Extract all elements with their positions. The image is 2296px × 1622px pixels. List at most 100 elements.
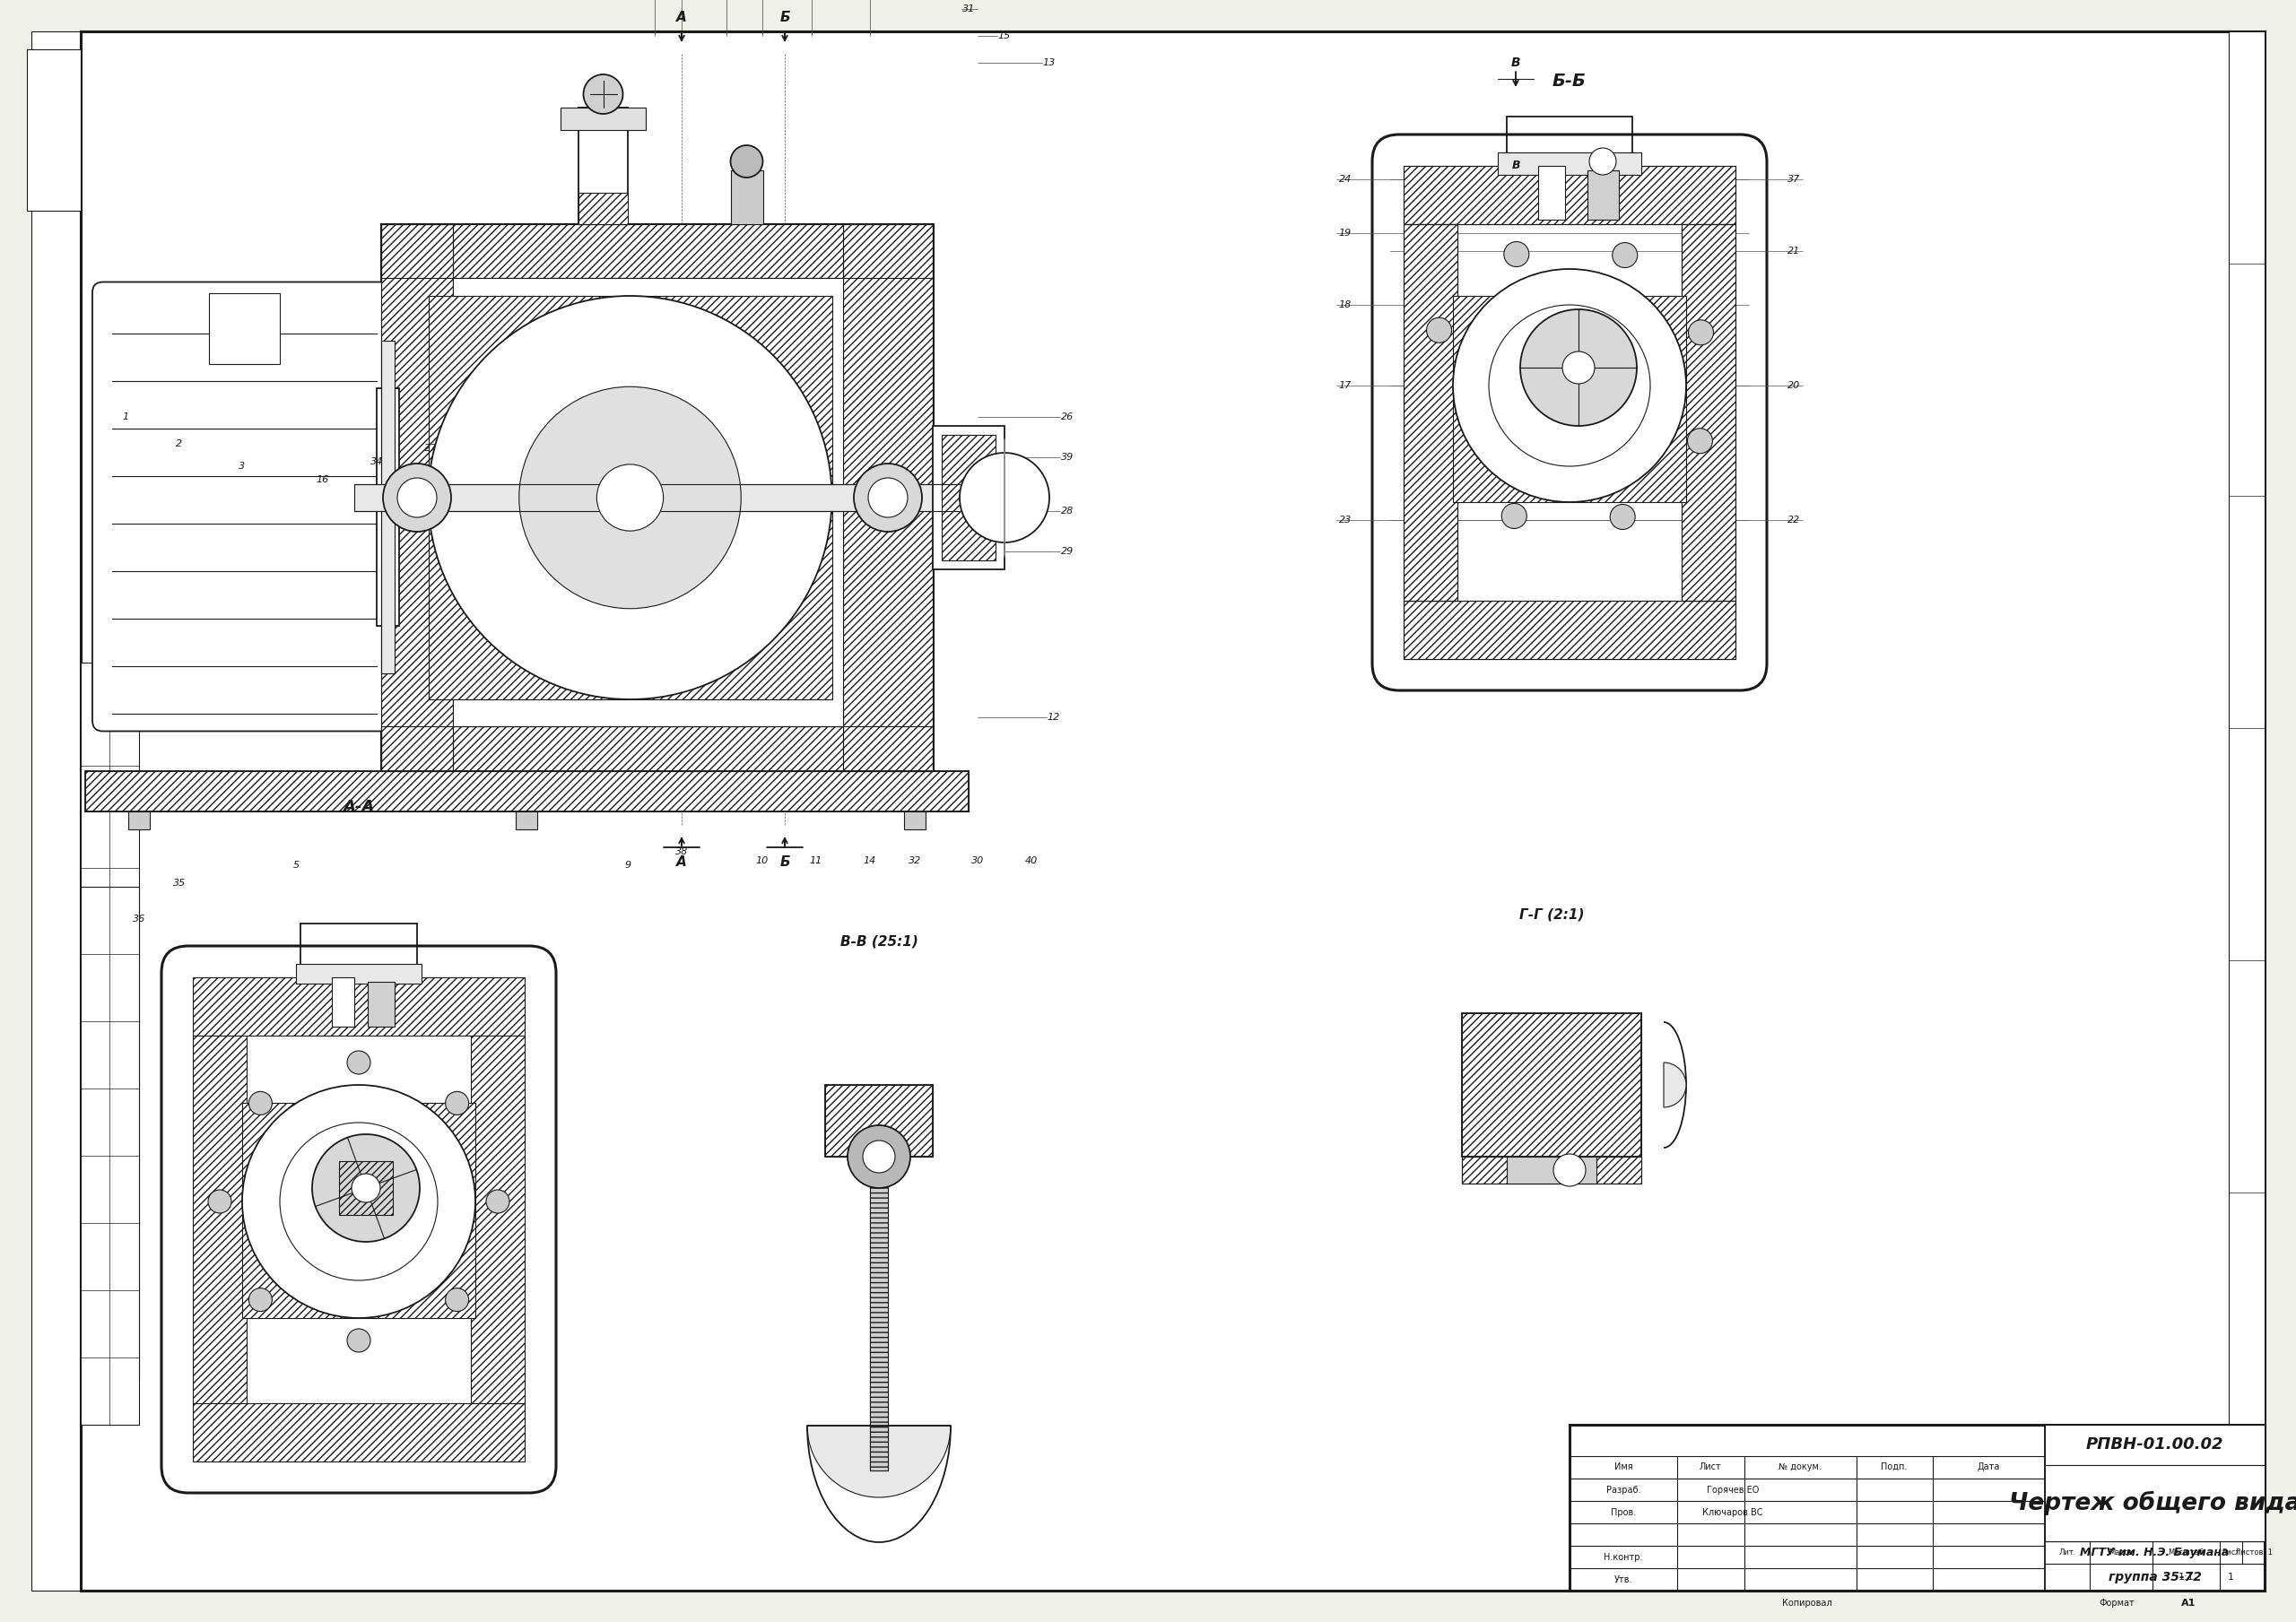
Text: 18: 18	[1339, 300, 1352, 310]
Circle shape	[1688, 320, 1713, 345]
Text: 11: 11	[810, 856, 822, 865]
Bar	[471, 1035, 526, 1403]
Text: В: В	[1511, 161, 1520, 172]
Text: 14: 14	[863, 856, 877, 865]
Bar	[452, 277, 843, 727]
Text: Лист: Лист	[2223, 1547, 2241, 1555]
FancyBboxPatch shape	[92, 282, 397, 732]
Bar	[85, 770, 969, 811]
Bar	[381, 224, 932, 277]
Text: 16: 16	[317, 475, 328, 485]
Text: Копировал: Копировал	[1782, 1599, 1832, 1607]
Circle shape	[312, 1134, 420, 1242]
Text: Б-Б: Б-Б	[1552, 71, 1587, 89]
Bar	[2046, 1465, 2264, 1541]
Circle shape	[241, 1085, 475, 1319]
Bar	[1681, 224, 1736, 600]
Text: Листов  1: Листов 1	[2234, 1547, 2273, 1555]
Bar	[1570, 1424, 2264, 1591]
Text: А-А: А-А	[342, 800, 374, 814]
Bar	[2046, 1424, 2264, 1465]
Bar	[429, 295, 831, 699]
Bar	[824, 1085, 932, 1156]
Circle shape	[1502, 503, 1527, 529]
Text: 39: 39	[1061, 453, 1075, 462]
Text: 17: 17	[1339, 381, 1352, 389]
Bar	[340, 1161, 393, 1215]
Bar	[870, 1156, 889, 1471]
Text: 5: 5	[294, 861, 298, 869]
Text: 30: 30	[971, 856, 985, 865]
Circle shape	[1589, 148, 1616, 175]
Bar	[367, 981, 395, 1027]
Text: 12: 12	[1047, 712, 1061, 722]
Bar	[579, 107, 627, 224]
Text: РПВН-01.00.02: РПВН-01.00.02	[2085, 1437, 2223, 1453]
Text: 38: 38	[675, 847, 689, 856]
Bar	[1463, 1156, 1642, 1184]
Bar	[941, 435, 996, 560]
Bar	[1506, 1156, 1596, 1184]
Text: 1: 1	[2227, 1573, 2234, 1581]
Text: Н.контр.: Н.контр.	[1605, 1552, 1644, 1562]
Text: 10: 10	[755, 856, 769, 865]
Text: 2: 2	[177, 440, 184, 448]
Circle shape	[519, 386, 742, 608]
Text: Разраб.: Разраб.	[1605, 1486, 1642, 1495]
Circle shape	[347, 1051, 370, 1074]
Circle shape	[1520, 310, 1637, 427]
Bar	[193, 1035, 246, 1403]
Bar	[1453, 295, 1685, 503]
Circle shape	[445, 1288, 468, 1312]
Circle shape	[854, 464, 923, 532]
Text: Масштаб: Масштаб	[2167, 1547, 2204, 1555]
Bar	[1463, 1014, 1642, 1156]
Text: Лит.: Лит.	[2060, 1547, 2076, 1555]
Bar	[730, 170, 762, 224]
Text: Лист: Лист	[1699, 1463, 1722, 1471]
Bar	[560, 107, 645, 130]
Bar	[193, 978, 526, 1035]
Bar	[1538, 165, 1566, 219]
Bar	[1403, 165, 1736, 224]
Text: 40: 40	[1024, 856, 1038, 865]
Circle shape	[583, 75, 622, 114]
Text: 27: 27	[425, 444, 436, 453]
Bar	[905, 811, 925, 829]
Text: 29: 29	[1061, 547, 1075, 556]
Circle shape	[1561, 352, 1596, 384]
Bar	[1403, 165, 1736, 224]
Text: Масса: Масса	[2110, 1547, 2133, 1555]
Bar	[80, 663, 140, 1380]
Text: Г-Г (2:1): Г-Г (2:1)	[1520, 908, 1584, 921]
Text: Пров.: Пров.	[1612, 1508, 1637, 1517]
Bar	[1403, 600, 1736, 659]
Text: 13: 13	[1042, 58, 1056, 67]
Circle shape	[868, 478, 907, 517]
Text: В: В	[1511, 57, 1520, 70]
Bar	[85, 770, 969, 811]
Bar	[1403, 224, 1458, 600]
Bar	[1463, 1014, 1642, 1156]
Text: Ключаров ВС: Ключаров ВС	[1704, 1508, 1763, 1517]
Circle shape	[597, 464, 664, 530]
Text: МГТУ им. Н.Э. Баумана: МГТУ им. Н.Э. Баумана	[2080, 1547, 2229, 1559]
Text: Чертеж общего вида: Чертеж общего вида	[2009, 1491, 2296, 1515]
Text: 24: 24	[1339, 175, 1352, 183]
Circle shape	[209, 1191, 232, 1213]
Bar	[824, 1085, 932, 1156]
Circle shape	[1453, 269, 1685, 503]
Text: А: А	[677, 856, 687, 869]
Text: Горячев ЕО: Горячев ЕО	[1706, 1486, 1759, 1495]
Bar	[381, 224, 452, 770]
Circle shape	[1609, 504, 1635, 529]
Text: группа 35-72: группа 35-72	[2108, 1570, 2202, 1583]
Bar	[80, 887, 140, 1424]
Bar	[1497, 152, 1642, 175]
Bar	[1403, 224, 1458, 600]
Text: Б: Б	[781, 856, 790, 869]
Text: 21: 21	[1786, 247, 1800, 256]
Circle shape	[383, 464, 450, 532]
Bar	[843, 224, 932, 770]
FancyBboxPatch shape	[161, 946, 556, 1492]
